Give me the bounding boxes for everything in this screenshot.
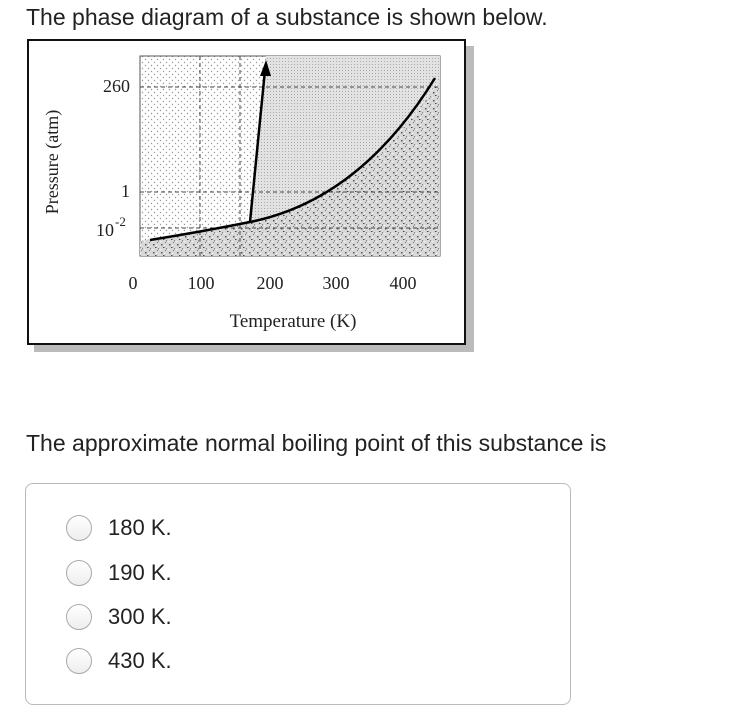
option-label[interactable]: 430 K. (108, 648, 172, 673)
x-axis-label: Temperature (K) (230, 311, 357, 332)
reference-lines (140, 56, 440, 256)
option-label[interactable]: 300 K. (108, 604, 172, 629)
radio-button[interactable] (66, 604, 92, 630)
x-tick-label: 0 (129, 273, 138, 293)
vaporization-curve (249, 77, 437, 224)
option-label[interactable]: 180 K. (108, 515, 172, 540)
question-text: The phase diagram of a substance is show… (26, 4, 548, 30)
fusion-curve (248, 69, 267, 223)
y-tick-label: 260 (103, 76, 130, 96)
option[interactable]: 300 K. (66, 602, 172, 632)
liquid-region (250, 56, 440, 222)
y-tick-exponent: -2 (115, 214, 126, 229)
y-tick-label: 10 (96, 220, 114, 240)
option-label[interactable]: 190 K. (108, 560, 172, 585)
sublimation-curve (149, 220, 251, 242)
y-tick-label: 1 (121, 181, 130, 201)
arrow-head (260, 60, 271, 76)
y-axis-label: Pressure (atm) (42, 110, 63, 214)
gas-region (140, 80, 440, 256)
option[interactable]: 430 K. (66, 646, 172, 676)
x-tick-label: 200 (257, 273, 284, 293)
x-tick-label: 300 (323, 273, 350, 293)
radio-button[interactable] (66, 560, 92, 586)
option[interactable]: 190 K. (66, 558, 172, 588)
phase-diagram: 260 1 10 -2 0 100 200 300 400 Temperatur… (27, 39, 474, 352)
radio-button[interactable] (66, 648, 92, 674)
options-box: 180 K. 190 K. 300 K. 430 K. (25, 483, 571, 705)
prompt-text: The approximate normal boiling point of … (26, 430, 607, 456)
option[interactable]: 180 K. (66, 513, 172, 543)
x-tick-label: 400 (390, 273, 417, 293)
x-tick-label: 100 (188, 273, 215, 293)
radio-button[interactable] (66, 515, 92, 541)
